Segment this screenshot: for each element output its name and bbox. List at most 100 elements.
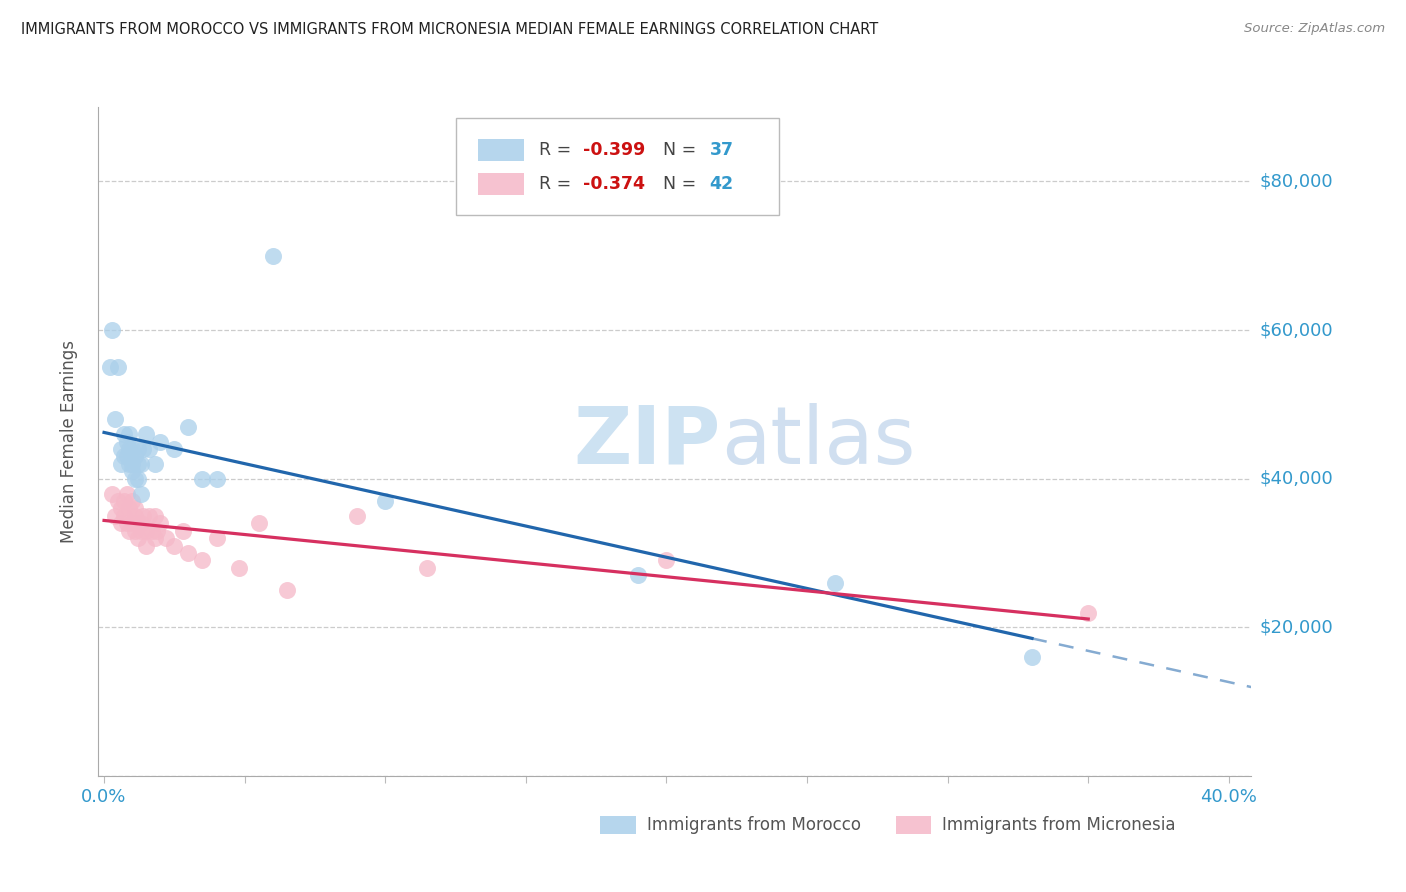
Point (163, 442, 186, 456)
Point (124, 501, 146, 516)
Point (127, 472, 149, 486)
Point (118, 427, 141, 442)
Text: 42: 42 (710, 175, 734, 193)
Point (127, 457, 149, 471)
Point (118, 524, 141, 538)
Point (112, 427, 135, 442)
Point (132, 442, 155, 456)
Point (115, 450, 138, 464)
Text: 37: 37 (710, 141, 734, 159)
Point (129, 516, 152, 531)
Point (115, 516, 138, 531)
Point (121, 464, 143, 478)
Text: Source: ZipAtlas.com: Source: ZipAtlas.com (1244, 22, 1385, 36)
Point (824, 575, 846, 590)
Point (127, 531, 149, 545)
Point (655, 553, 678, 567)
Point (149, 516, 172, 531)
Point (146, 524, 169, 538)
Point (112, 494, 135, 508)
Point (124, 508, 146, 523)
Point (107, 360, 129, 375)
Point (346, 508, 368, 523)
Point (374, 494, 396, 508)
Point (132, 508, 155, 523)
Point (118, 442, 141, 456)
Point (129, 524, 152, 538)
Point (124, 524, 146, 538)
Point (110, 516, 132, 531)
Point (121, 442, 143, 456)
Text: R =: R = (538, 141, 576, 159)
Point (110, 501, 132, 516)
Point (416, 561, 439, 575)
Text: IMMIGRANTS FROM MOROCCO VS IMMIGRANTS FROM MICRONESIA MEDIAN FEMALE EARNINGS COR: IMMIGRANTS FROM MOROCCO VS IMMIGRANTS FR… (21, 22, 879, 37)
Point (101, 323, 124, 337)
Point (172, 524, 194, 538)
Point (129, 486, 152, 500)
Point (112, 508, 135, 523)
Point (107, 494, 129, 508)
Point (135, 427, 157, 442)
Text: N =: N = (652, 175, 702, 193)
Text: R =: R = (538, 175, 576, 193)
Text: -0.399: -0.399 (582, 141, 645, 159)
FancyBboxPatch shape (456, 119, 779, 216)
Point (121, 516, 143, 531)
Point (121, 457, 143, 471)
Point (262, 249, 284, 263)
Text: $40,000: $40,000 (1260, 470, 1333, 488)
Point (138, 442, 160, 456)
Point (110, 457, 132, 471)
Point (127, 442, 149, 456)
Text: Immigrants from Micronesia: Immigrants from Micronesia (942, 816, 1175, 834)
Bar (478, 139, 524, 161)
Point (177, 419, 200, 434)
Point (115, 434, 138, 449)
Text: atlas: atlas (721, 402, 915, 481)
Point (1077, 606, 1099, 620)
Text: -0.374: -0.374 (582, 175, 644, 193)
Point (124, 450, 146, 464)
Point (1021, 650, 1043, 665)
Point (149, 434, 172, 449)
Point (191, 553, 214, 567)
Bar (478, 173, 524, 194)
Point (118, 457, 141, 471)
Point (143, 508, 166, 523)
Point (127, 516, 149, 531)
Text: $80,000: $80,000 (1260, 172, 1333, 190)
Point (121, 494, 143, 508)
Point (98, 360, 121, 375)
Point (191, 472, 214, 486)
Text: Immigrants from Morocco: Immigrants from Morocco (647, 816, 860, 834)
Point (205, 531, 228, 545)
Point (104, 412, 127, 426)
Point (177, 546, 200, 560)
Point (627, 568, 650, 582)
Point (205, 472, 228, 486)
Point (101, 486, 124, 500)
Point (129, 457, 152, 471)
Text: N =: N = (652, 141, 702, 159)
Point (141, 524, 163, 538)
Point (163, 539, 186, 553)
Point (155, 531, 177, 545)
Point (228, 561, 250, 575)
Text: $60,000: $60,000 (1260, 321, 1333, 339)
Point (143, 531, 166, 545)
Text: $20,000: $20,000 (1260, 618, 1333, 636)
Point (135, 539, 157, 553)
Point (118, 501, 141, 516)
Point (135, 524, 157, 538)
Point (124, 472, 146, 486)
Point (110, 442, 132, 456)
Point (138, 508, 160, 523)
Point (247, 516, 270, 531)
Point (104, 508, 127, 523)
Point (115, 486, 138, 500)
Text: ZIP: ZIP (574, 402, 721, 481)
Y-axis label: Median Female Earnings: Median Female Earnings (59, 340, 77, 543)
Point (276, 583, 298, 598)
Point (143, 457, 166, 471)
